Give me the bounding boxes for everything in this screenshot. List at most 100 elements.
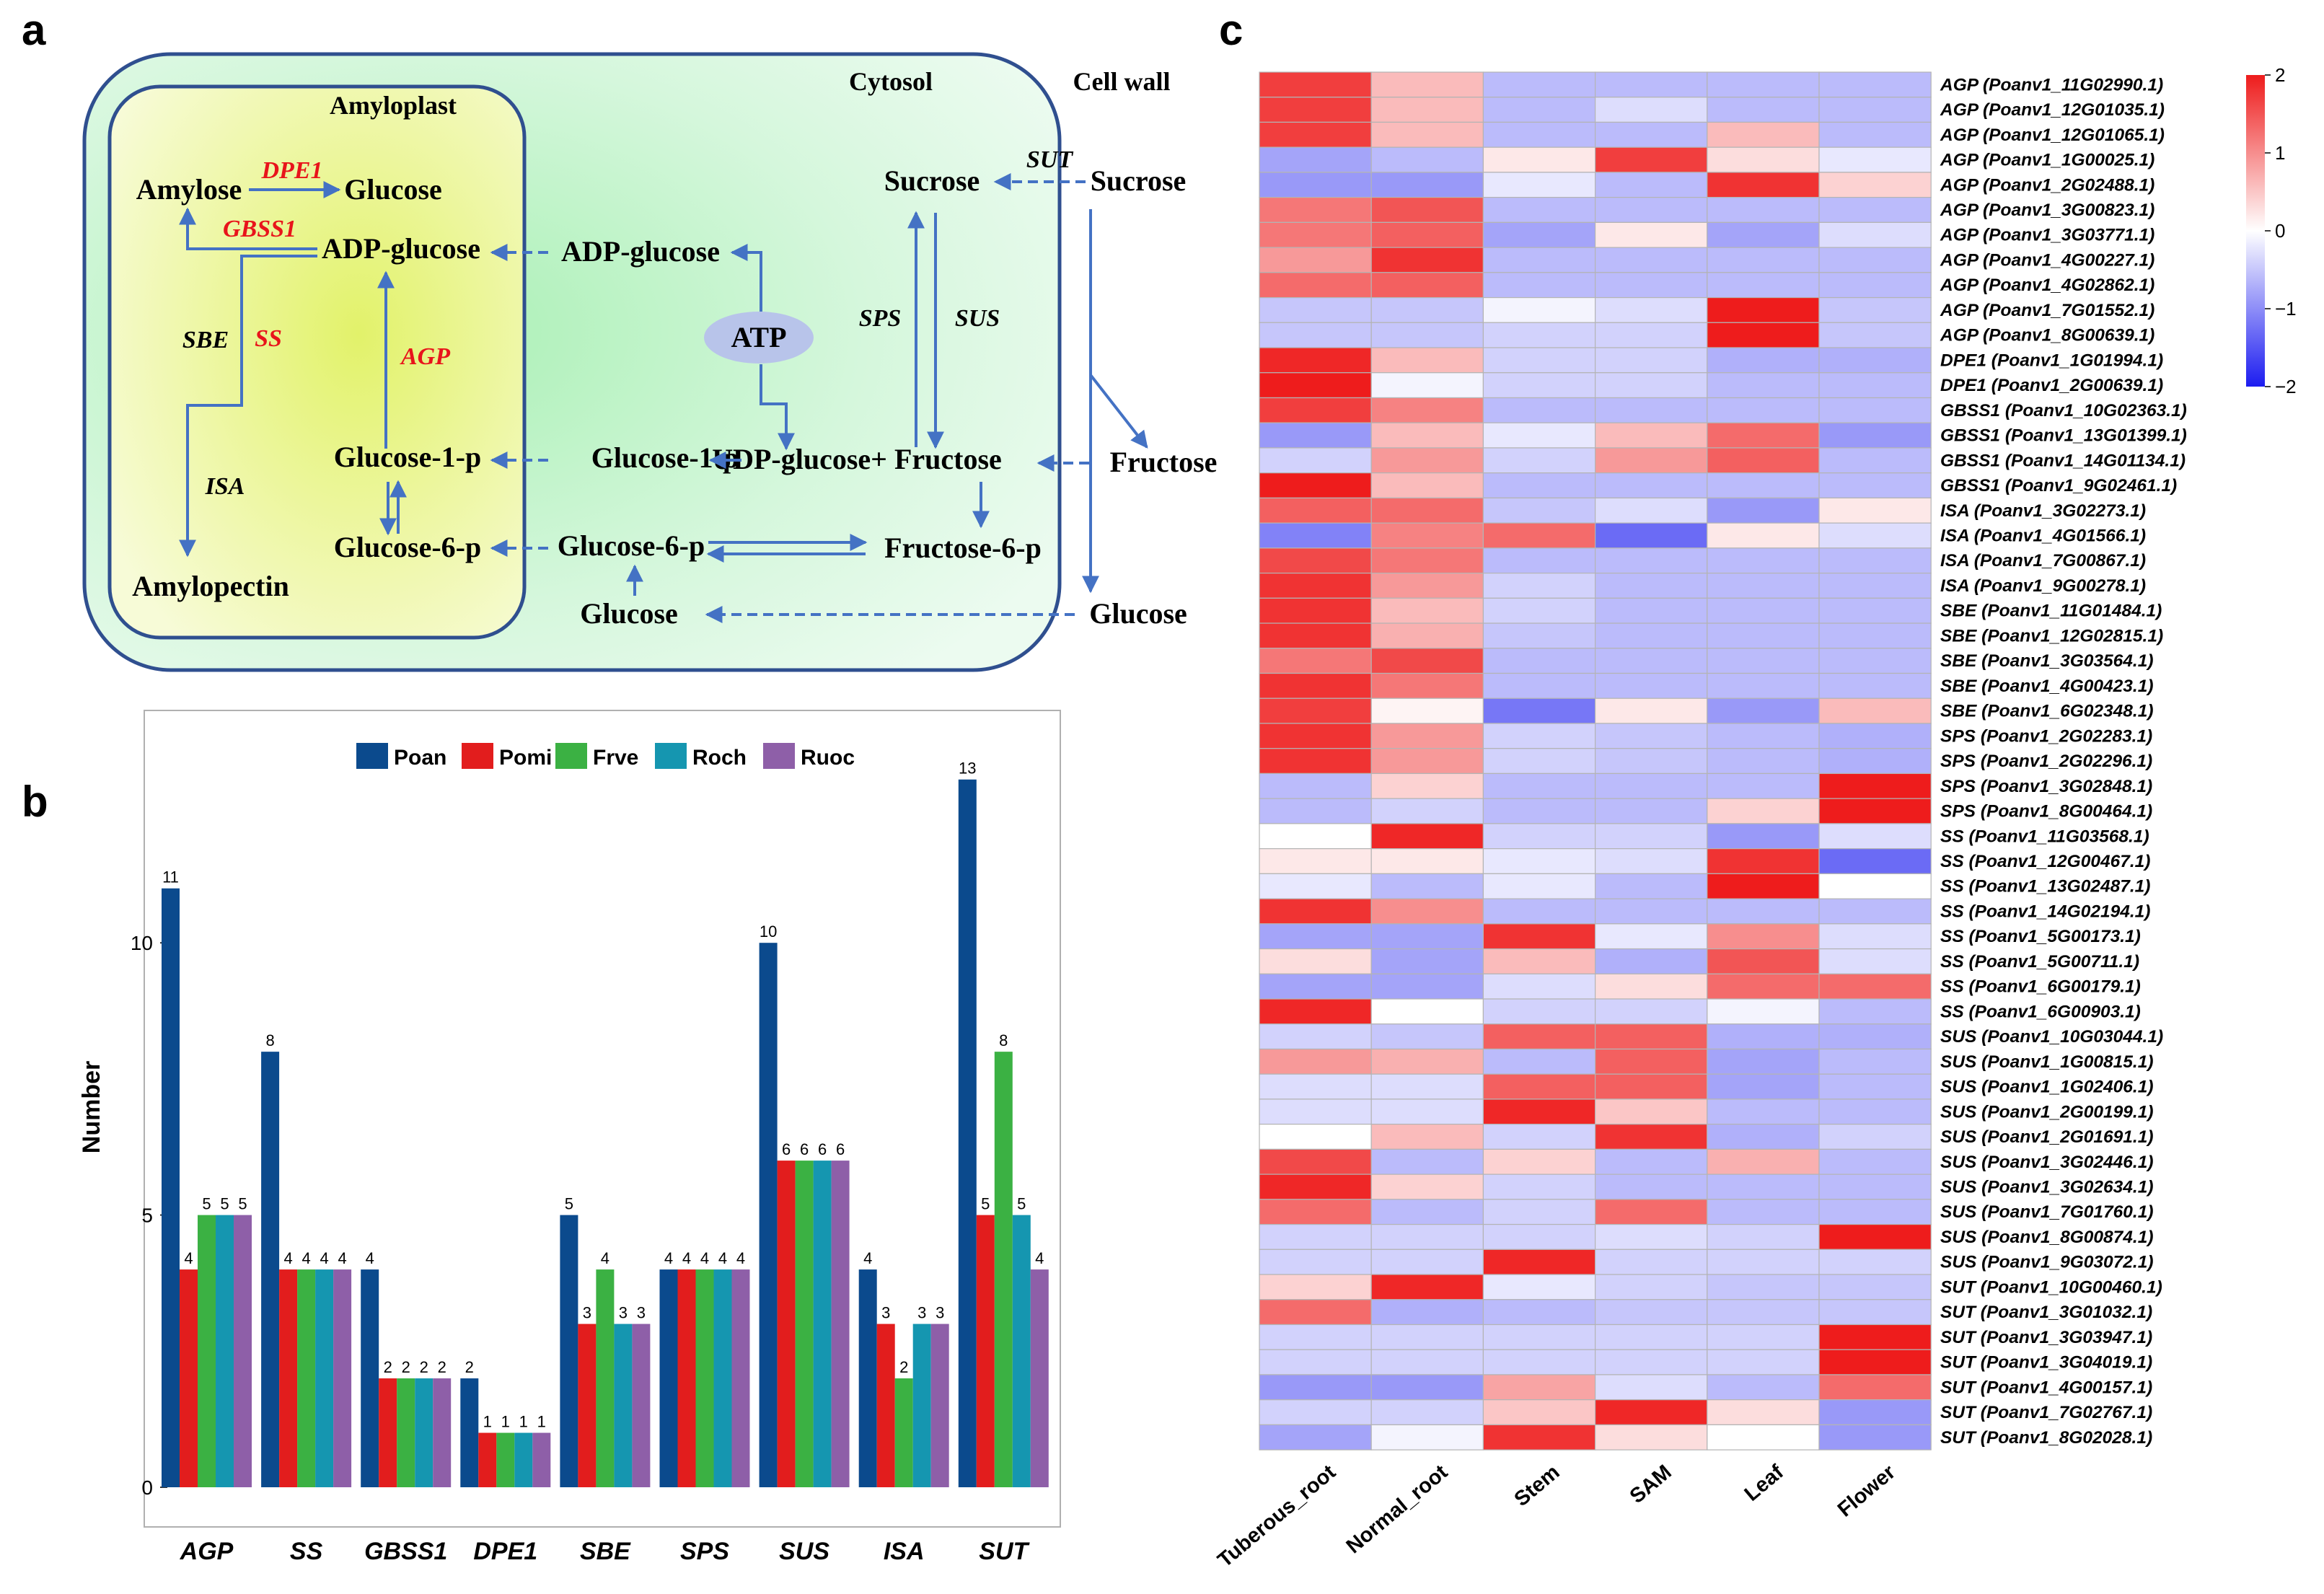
heatmap-cell bbox=[1259, 772, 1372, 799]
heatmap-cell bbox=[1482, 221, 1596, 248]
heatmap-row-label: DPE1 (Poanv1_1G01994.1) bbox=[1940, 351, 2163, 370]
heatmap-row-label: SUS (Poanv1_3G02634.1) bbox=[1940, 1177, 2154, 1197]
bar-value-isa-poan: 4 bbox=[863, 1249, 872, 1267]
heatmap-cell bbox=[1818, 422, 1932, 449]
heatmap-cell bbox=[1259, 572, 1372, 599]
heatmap-cell bbox=[1482, 397, 1596, 423]
bar-value-sus-poan: 10 bbox=[760, 923, 777, 941]
legend-label-roch: Roch bbox=[692, 746, 747, 770]
heatmap-cell bbox=[1259, 272, 1372, 299]
heatmap-cell bbox=[1707, 172, 1820, 198]
heatmap-cell bbox=[1259, 748, 1372, 775]
legend-label-poan: Poan bbox=[394, 746, 446, 770]
bars bbox=[162, 779, 1049, 1487]
heatmap-cell bbox=[1370, 1148, 1484, 1175]
heatmap-row-label: SS (Poanv1_13G02487.1) bbox=[1940, 877, 2150, 897]
heatmap-cell bbox=[1482, 172, 1596, 198]
heatmap-cell bbox=[1707, 597, 1820, 624]
heatmap-cell bbox=[1259, 948, 1372, 974]
x-category-ss: SS bbox=[290, 1538, 323, 1565]
heatmap-row-label: SUT (Poanv1_7G02767.1) bbox=[1940, 1403, 2152, 1422]
x-category-agp: AGP bbox=[180, 1538, 234, 1565]
heatmap-cell bbox=[1595, 1374, 1708, 1401]
heatmap-cell bbox=[1595, 748, 1708, 775]
heatmap-cell bbox=[1482, 898, 1596, 925]
heatmap-cell bbox=[1818, 1098, 1932, 1125]
heatmap-cell bbox=[1259, 172, 1372, 198]
heatmap-cell bbox=[1370, 1249, 1484, 1275]
bar-value-ss-ruoc: 4 bbox=[338, 1249, 346, 1267]
heatmap-cell bbox=[1370, 697, 1484, 724]
heatmap-cell bbox=[1595, 322, 1708, 348]
heatmap-cell bbox=[1818, 71, 1932, 98]
bar-gbss1-frve bbox=[397, 1378, 415, 1487]
heatmap-cell bbox=[1595, 522, 1708, 549]
enzyme-sps: SPS bbox=[859, 305, 902, 332]
colorbar-tick-label: 1 bbox=[2275, 142, 2285, 164]
heatmap-cell bbox=[1818, 372, 1932, 399]
heatmap-cell bbox=[1595, 873, 1708, 899]
heatmap-cell bbox=[1259, 848, 1372, 874]
enzyme-sbe: SBE bbox=[182, 327, 229, 353]
x-category-sut: SUT bbox=[979, 1538, 1030, 1565]
bar-isa-pomi bbox=[876, 1324, 895, 1487]
x-axis-labels: AGP SS GBSS1 DPE1 SBE SPS SUS ISA SUT bbox=[180, 1538, 1031, 1565]
heatmap-cell bbox=[1370, 648, 1484, 674]
heatmap-cell bbox=[1707, 347, 1820, 374]
amylose-node: Amylose bbox=[136, 173, 242, 206]
heatmap-cell bbox=[1482, 322, 1596, 348]
heatmap-cell bbox=[1818, 1324, 1932, 1350]
bar-value-sus-ruoc: 6 bbox=[836, 1140, 845, 1158]
heatmap-column-label-normal_root: Normal_root bbox=[1342, 1461, 1453, 1559]
heatmap-cell bbox=[1370, 597, 1484, 624]
heatmap-cell bbox=[1818, 848, 1932, 874]
heatmap-cell bbox=[1259, 672, 1372, 699]
heatmap-cell bbox=[1370, 973, 1484, 1000]
heatmap-cell bbox=[1818, 672, 1932, 699]
x-category-gbss1: GBSS1 bbox=[364, 1538, 447, 1565]
heatmap-cell bbox=[1707, 672, 1820, 699]
heatmap-row-label: AGP (Poanv1_3G00823.1) bbox=[1940, 201, 2154, 220]
heatmap-cell bbox=[1370, 1023, 1484, 1050]
heatmap-cell bbox=[1595, 497, 1708, 524]
bar-sus-frve bbox=[795, 1161, 814, 1487]
heatmap-cell bbox=[1482, 1249, 1596, 1275]
pathway-diagram: a Amyloplast Cytosol Cell wall Amylose G… bbox=[22, 6, 1217, 672]
heatmap-cell bbox=[1259, 1274, 1372, 1300]
x-category-isa: ISA bbox=[884, 1538, 925, 1565]
heatmap-row-label: SUT (Poanv1_3G03947.1) bbox=[1940, 1328, 2152, 1347]
bar-sut-roch bbox=[1012, 1215, 1031, 1487]
heatmap-cell bbox=[1595, 1199, 1708, 1225]
x-category-sus: SUS bbox=[779, 1538, 829, 1565]
heatmap-row-label: SPS (Poanv1_3G02848.1) bbox=[1940, 777, 2152, 796]
heatmap-row-label: SUT (Poanv1_4G00157.1) bbox=[1940, 1378, 2152, 1397]
heatmap-cell bbox=[1707, 1324, 1820, 1350]
heatmap-cell bbox=[1370, 1124, 1484, 1150]
heatmap-cell bbox=[1482, 1124, 1596, 1150]
heatmap-cell bbox=[1370, 848, 1484, 874]
heatmap-column-labels: Tuberous_root Normal_root Stem SAM Leaf Flowe… bbox=[1213, 1461, 1900, 1572]
heatmap-cell bbox=[1595, 247, 1708, 273]
heatmap-cell bbox=[1595, 1098, 1708, 1125]
heatmap-cell bbox=[1595, 347, 1708, 374]
bar-value-agp-poan: 11 bbox=[162, 868, 179, 886]
heatmap-cell bbox=[1370, 1199, 1484, 1225]
bar-value-agp-pomi: 4 bbox=[184, 1249, 193, 1267]
heatmap-cell bbox=[1482, 547, 1596, 574]
heatmap-cell bbox=[1707, 1299, 1820, 1326]
heatmap-row-label: AGP (Poanv1_12G01065.1) bbox=[1940, 126, 2165, 145]
heatmap-cell bbox=[1818, 1148, 1932, 1175]
bar-gbss1-roch bbox=[415, 1378, 433, 1487]
heatmap-cell bbox=[1482, 71, 1596, 98]
heatmap-cell bbox=[1818, 1023, 1932, 1050]
bar-sps-pomi bbox=[677, 1269, 696, 1487]
heatmap-cell bbox=[1259, 1424, 1372, 1450]
heatmap-row-label: GBSS1 (Poanv1_13G01399.1) bbox=[1940, 426, 2187, 446]
bar-value-sps-roch: 4 bbox=[718, 1249, 727, 1267]
bar-sus-ruoc bbox=[831, 1161, 850, 1487]
heatmap-cell bbox=[1818, 998, 1932, 1025]
legend-swatch-ruoc bbox=[763, 743, 795, 769]
heatmap-cell bbox=[1259, 71, 1372, 98]
colorbar-gradient bbox=[2246, 75, 2265, 387]
